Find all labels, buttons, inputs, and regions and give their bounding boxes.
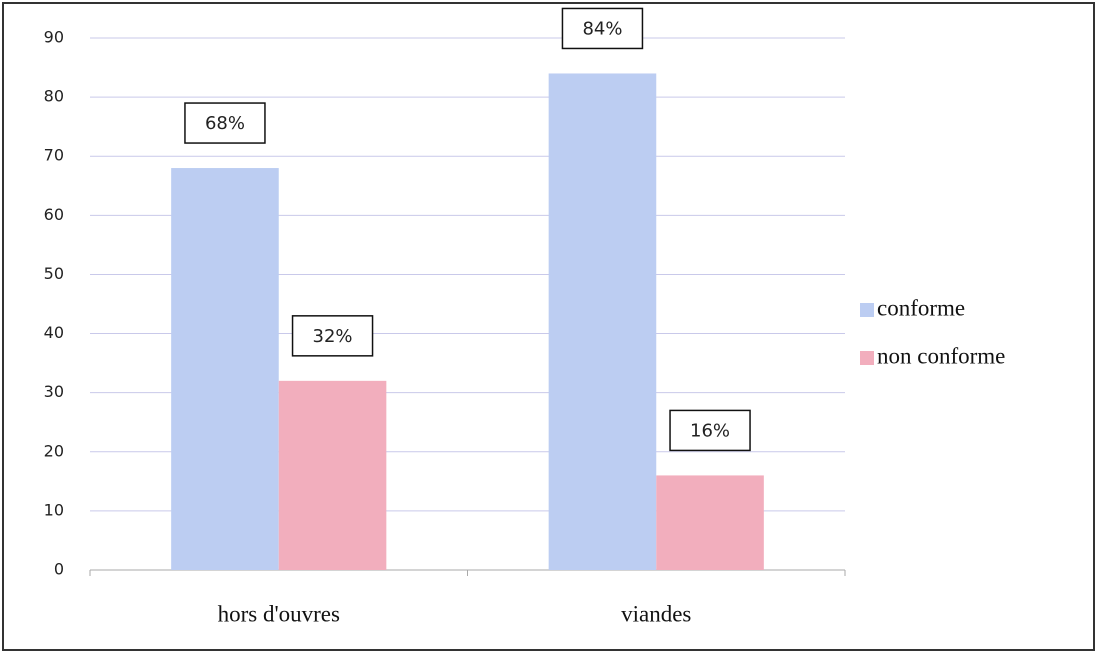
y-tick-label: 90	[44, 28, 64, 47]
legend-swatch	[860, 303, 874, 317]
y-tick-label: 0	[54, 560, 64, 579]
data-label-box	[291, 315, 374, 357]
y-tick-label: 30	[44, 382, 64, 401]
data-label-box	[184, 102, 266, 144]
y-tick-label: 40	[44, 323, 64, 342]
legend-swatch	[860, 351, 874, 365]
y-tick-label: 70	[44, 146, 64, 165]
data-label: 84%	[582, 18, 622, 39]
bar	[656, 475, 764, 570]
data-label: 68%	[205, 113, 245, 134]
bar	[171, 168, 279, 571]
y-tick-label: 80	[44, 87, 64, 106]
data-label: 16%	[690, 420, 730, 441]
bar	[548, 73, 657, 570]
data-label: 32%	[313, 326, 353, 347]
data-label-box	[561, 7, 644, 50]
y-tick-label: 60	[44, 205, 64, 224]
x-tick-label: hors d'ouvres	[218, 601, 340, 626]
legend-label: non conforme	[877, 343, 1005, 368]
data-label-box	[669, 409, 751, 452]
legend-label: conforme	[877, 295, 965, 320]
y-tick-label: 20	[44, 441, 64, 460]
bar	[278, 380, 387, 570]
x-tick-label: viandes	[621, 601, 691, 626]
y-tick-label: 50	[44, 264, 64, 283]
y-tick-label: 10	[44, 500, 64, 519]
